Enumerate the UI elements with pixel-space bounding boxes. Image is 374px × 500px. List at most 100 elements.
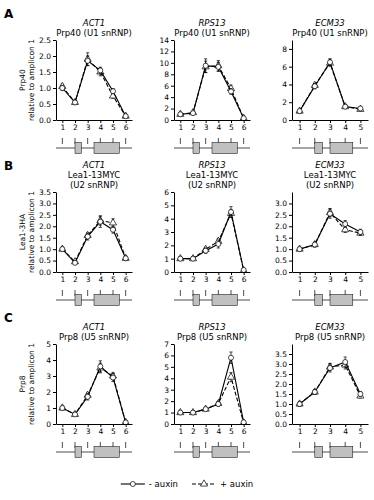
point bbox=[177, 110, 184, 116]
panel: 12345601234567RPS13Prp8 (U5 snRNP) bbox=[164, 322, 250, 458]
x-tick: 1 bbox=[298, 424, 303, 436]
x-tick: 5 bbox=[111, 272, 116, 284]
x-tick: 2 bbox=[313, 272, 318, 284]
y-tick-mark bbox=[53, 203, 56, 204]
point bbox=[216, 64, 221, 69]
y-tick-label: 1 bbox=[164, 255, 169, 264]
y-tick: 3.0 bbox=[39, 199, 56, 208]
y-tick: 0 bbox=[46, 420, 56, 429]
subtitle: Prp40 (U1 snRNP) bbox=[292, 28, 368, 38]
y-tick-label: 12 bbox=[159, 47, 169, 56]
subtitle: (U2 snRNP) bbox=[306, 180, 354, 190]
y-tick-mark bbox=[53, 88, 56, 89]
y-tick-label: 2.0 bbox=[275, 222, 287, 231]
x-tick: 3 bbox=[204, 120, 209, 132]
point bbox=[60, 247, 65, 252]
subtitle: Prp40 (U1 snRNP) bbox=[56, 28, 132, 38]
x-tick: 5 bbox=[229, 272, 234, 284]
y-tick-mark bbox=[289, 226, 292, 227]
y-tick: 2 bbox=[164, 397, 174, 406]
series bbox=[297, 59, 363, 114]
point bbox=[297, 247, 302, 252]
x-tick-label: 1 bbox=[60, 275, 65, 284]
x-tick: 1 bbox=[298, 120, 303, 132]
y-tick: 4 bbox=[46, 356, 56, 365]
y-tick-label: 4 bbox=[164, 374, 169, 383]
point bbox=[357, 105, 364, 111]
exon bbox=[315, 143, 323, 154]
plot-area bbox=[177, 59, 247, 120]
y-tick-label: 0.0 bbox=[275, 420, 287, 429]
point bbox=[241, 267, 246, 272]
y-tick-mark bbox=[53, 40, 56, 41]
x-axis-line bbox=[57, 424, 133, 425]
x-tick: 5 bbox=[229, 424, 234, 436]
y-tick: 2.5 bbox=[39, 36, 56, 45]
error-bar bbox=[298, 247, 301, 251]
amplicon-tick bbox=[299, 442, 300, 448]
error-bar bbox=[86, 394, 89, 400]
y-tick: 1.0 bbox=[275, 245, 292, 254]
error-bar bbox=[61, 247, 64, 251]
y-tick: 2.0 bbox=[275, 222, 292, 231]
x-axis: 12345 bbox=[293, 272, 369, 284]
x-tick: 4 bbox=[216, 272, 221, 284]
subtitle: Lea1-13MYC bbox=[304, 170, 356, 180]
legend-label: - auxin bbox=[149, 479, 178, 489]
y-tick-label: 2 bbox=[282, 98, 287, 107]
y-tick-label: 8 bbox=[282, 45, 287, 54]
point bbox=[122, 254, 129, 260]
y-tick-label: 2.5 bbox=[39, 36, 51, 45]
error-bar bbox=[204, 59, 207, 73]
x-tick-label: 1 bbox=[298, 427, 303, 436]
y-tick-mark bbox=[53, 344, 56, 345]
x-tick-label: 4 bbox=[98, 427, 103, 436]
y-tick-label: 3 bbox=[164, 386, 169, 395]
y-tick-label: 4 bbox=[164, 215, 169, 224]
y-tick-label: 6 bbox=[164, 82, 169, 91]
point bbox=[297, 109, 302, 114]
panel: 1234502468ECM33Prp40 (U1 snRNP) bbox=[282, 18, 368, 154]
y-tick-label: 5 bbox=[164, 363, 169, 372]
y-tick-label: 7 bbox=[164, 340, 169, 349]
y-tick-mark bbox=[53, 360, 56, 361]
error-bar bbox=[61, 406, 64, 409]
y-tick-label: 1 bbox=[164, 408, 169, 417]
y-tick-mark bbox=[171, 219, 174, 220]
point bbox=[311, 240, 318, 246]
x-tick: 3 bbox=[86, 272, 91, 284]
x-tick: 4 bbox=[343, 424, 348, 436]
exon bbox=[212, 143, 237, 154]
x-tick-label: 5 bbox=[229, 123, 234, 132]
title: ECM33 bbox=[315, 18, 344, 28]
y-tick-label: 3.5 bbox=[275, 350, 287, 359]
series bbox=[296, 59, 364, 113]
y-tick-label: 2.5 bbox=[39, 211, 51, 220]
y-tick: 4 bbox=[164, 93, 174, 102]
gene-model bbox=[174, 442, 250, 458]
y-tick-label: 1.0 bbox=[39, 245, 51, 254]
y-tick: 0.0 bbox=[275, 420, 292, 429]
x-tick: 4 bbox=[216, 424, 221, 436]
point bbox=[110, 375, 115, 380]
exon bbox=[330, 143, 353, 154]
y-tick-label: 1.5 bbox=[275, 390, 287, 399]
y-tick-label: 1.5 bbox=[39, 68, 51, 77]
series-line bbox=[62, 366, 125, 422]
point bbox=[178, 256, 183, 261]
x-tick-label: 6 bbox=[124, 123, 129, 132]
x-tick-label: 3 bbox=[328, 123, 333, 132]
y-tick-mark bbox=[171, 120, 174, 121]
y-tick-mark bbox=[171, 74, 174, 75]
legend-label: + auxin bbox=[220, 479, 253, 489]
x-tick-label: 1 bbox=[298, 123, 303, 132]
point bbox=[358, 106, 363, 111]
x-axis: 123456 bbox=[57, 120, 133, 132]
error-bar bbox=[229, 207, 232, 218]
point bbox=[177, 255, 184, 261]
x-tick: 5 bbox=[111, 120, 116, 132]
point bbox=[60, 85, 65, 90]
x-tick-label: 3 bbox=[86, 123, 91, 132]
y-tick-mark bbox=[171, 413, 174, 414]
amplicon-tick bbox=[87, 138, 88, 144]
